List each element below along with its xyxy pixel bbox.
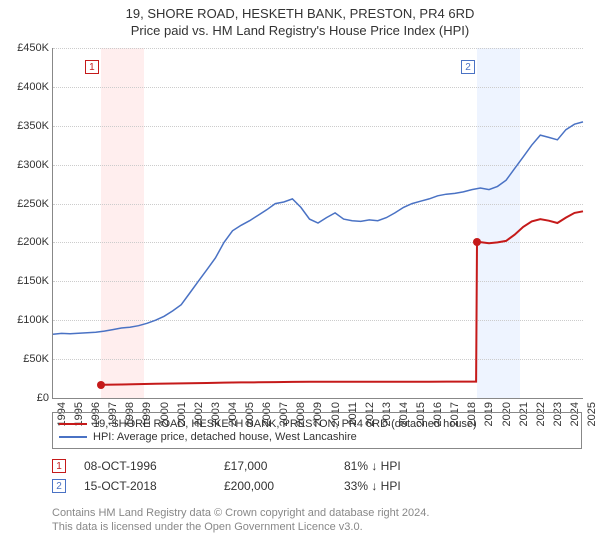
- sales-diff: 33% ↓ HPI: [344, 479, 464, 493]
- footer-line-1: Contains HM Land Registry data © Crown c…: [52, 506, 582, 520]
- y-axis-label: £250K: [17, 198, 49, 210]
- y-axis-label: £300K: [17, 159, 49, 171]
- sale-dot: [473, 238, 481, 246]
- sales-diff: 81% ↓ HPI: [344, 459, 464, 473]
- y-axis-label: £100K: [17, 314, 49, 326]
- y-axis-label: £50K: [23, 353, 49, 365]
- legend-swatch: [59, 423, 87, 425]
- y-axis-label: £200K: [17, 236, 49, 248]
- y-axis-label: £150K: [17, 275, 49, 287]
- sales-price: £200,000: [224, 479, 344, 493]
- legend-swatch: [59, 436, 87, 438]
- sale-marker-2: 2: [461, 60, 475, 74]
- legend-label: HPI: Average price, detached house, West…: [93, 431, 357, 443]
- y-axis-label: £0: [37, 392, 49, 404]
- sales-table: 1 08-OCT-1996£17,00081% ↓ HPI 2 15-OCT-2018…: [52, 456, 582, 496]
- chart-container: 19, SHORE ROAD, HESKETH BANK, PRESTON, P…: [0, 0, 600, 560]
- chart-area: £0£50K£100K£150K£200K£250K£300K£350K£400…: [52, 48, 582, 398]
- sales-date: 15-OCT-2018: [84, 479, 224, 493]
- y-axis-label: £450K: [17, 42, 49, 54]
- sale-marker-1: 1: [85, 60, 99, 74]
- series-property_price: [101, 211, 583, 384]
- chart-legend: 19, SHORE ROAD, HESKETH BANK, PRESTON, P…: [52, 412, 582, 449]
- legend-item: HPI: Average price, detached house, West…: [59, 431, 575, 443]
- sales-marker: 1: [52, 459, 66, 473]
- y-axis-label: £400K: [17, 81, 49, 93]
- legend-item: 19, SHORE ROAD, HESKETH BANK, PRESTON, P…: [59, 418, 575, 430]
- legend-label: 19, SHORE ROAD, HESKETH BANK, PRESTON, P…: [93, 418, 477, 430]
- sale-dot: [97, 381, 105, 389]
- sales-row: 2 15-OCT-2018£200,00033% ↓ HPI: [52, 476, 582, 496]
- series-hpi_west_lancs: [53, 122, 583, 334]
- title-main: 19, SHORE ROAD, HESKETH BANK, PRESTON, P…: [0, 6, 600, 21]
- title-block: 19, SHORE ROAD, HESKETH BANK, PRESTON, P…: [0, 0, 600, 38]
- title-sub: Price paid vs. HM Land Registry's House …: [0, 23, 600, 38]
- sales-row: 1 08-OCT-1996£17,00081% ↓ HPI: [52, 456, 582, 476]
- plot-area: £0£50K£100K£150K£200K£250K£300K£350K£400…: [52, 48, 583, 399]
- chart-lines: [53, 48, 583, 398]
- sales-price: £17,000: [224, 459, 344, 473]
- footer-attribution: Contains HM Land Registry data © Crown c…: [52, 506, 582, 535]
- sales-date: 08-OCT-1996: [84, 459, 224, 473]
- x-axis-label: 2025: [586, 402, 598, 426]
- sales-marker: 2: [52, 479, 66, 493]
- footer-line-2: This data is licensed under the Open Gov…: [52, 520, 582, 534]
- y-axis-label: £350K: [17, 120, 49, 132]
